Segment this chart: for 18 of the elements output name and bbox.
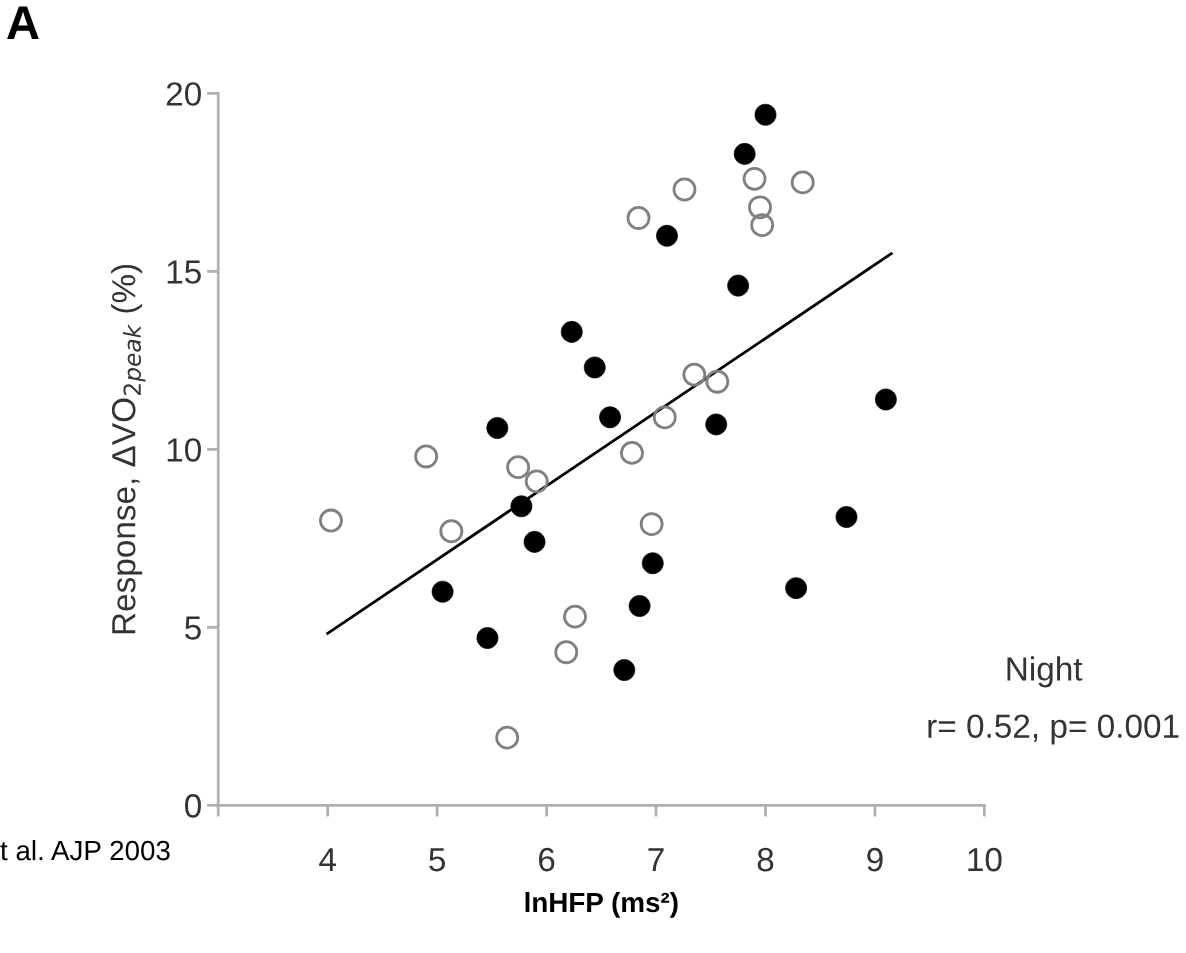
x-tick-label: 6 [539, 847, 555, 872]
y-tick-label: 0 [185, 794, 201, 818]
chart-title: A [7, 6, 39, 39]
y-tick-label: 20 [166, 82, 201, 106]
x-tick-label: 4 [319, 848, 336, 872]
annotation: r= 0.52, p= 0.001 [928, 714, 1179, 745]
text: Night [1007, 656, 1083, 688]
x-tick-label: 10 [968, 847, 1002, 872]
y-tick-label: 10 [167, 438, 201, 462]
x-tick-label: 7 [648, 848, 664, 872]
x-tick-label: 8 [757, 847, 774, 872]
x-axis-title: lnHFP (ms²) [525, 891, 678, 918]
x-tick-label: 5 [429, 848, 445, 872]
y-tick-label: 15 [167, 260, 201, 284]
x-tick-label: 9 [867, 847, 883, 872]
y-axis-title: Response, ΔVO$_{2peak}$ (%) [111, 264, 146, 634]
y-tick-label: 5 [185, 616, 201, 640]
text: t al. AJP 2003 [0, 839, 170, 861]
